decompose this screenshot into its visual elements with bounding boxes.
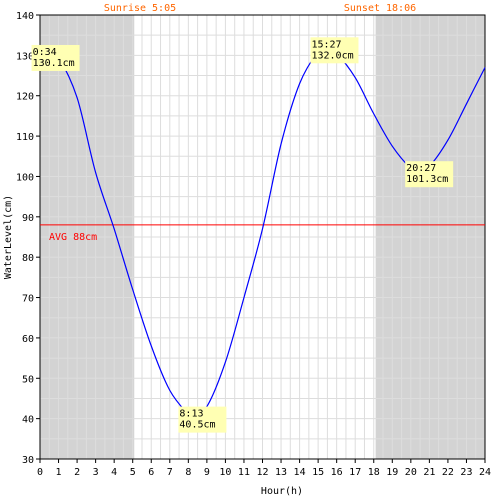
x-tick-label: 0 <box>37 467 43 478</box>
axis-layer: 0 1 2 3 4 5 6 7 8 9 10 11 12 13 14 15 16 17 18 19 20 21 22 23 24… <box>16 11 491 478</box>
x-tick-label: 19 <box>386 467 398 478</box>
x-tick-label: 20 <box>405 467 417 478</box>
x-tick-label: 9 <box>204 467 210 478</box>
x-tick-label: 11 <box>238 467 250 478</box>
y-axis-label: WaterLevel(cm) <box>3 195 14 279</box>
sunrise-label: Sunrise 5:05 <box>104 3 176 14</box>
x-tick-label: 3 <box>93 467 99 478</box>
x-tick-label: 22 <box>442 467 454 478</box>
y-tick-label: 140 <box>16 11 34 22</box>
x-tick-label: 5 <box>130 467 136 478</box>
average-layer: AVG 88cm <box>40 224 485 243</box>
sunset-label: Sunset 18:06 <box>344 3 416 14</box>
x-tick-label: 16 <box>331 467 343 478</box>
y-tick-label: 40 <box>22 415 34 426</box>
x-axis-label: Hour(h) <box>261 486 303 497</box>
x-tick-label: 2 <box>74 467 80 478</box>
y-tick-label: 50 <box>22 374 34 385</box>
x-tick-label: 21 <box>423 467 435 478</box>
y-tick-label: 120 <box>16 92 34 103</box>
x-tick-label: 4 <box>111 467 117 478</box>
annotation-box <box>178 406 227 433</box>
annotation-level: 132.0cm <box>311 50 353 61</box>
y-tick-label: 110 <box>16 132 34 143</box>
x-tick-label: 13 <box>275 467 287 478</box>
x-tick-label: 6 <box>148 467 154 478</box>
grid-layer <box>39 14 486 460</box>
x-tick-label: 23 <box>460 467 472 478</box>
x-tick-label: 7 <box>167 467 173 478</box>
y-tick-label: 60 <box>22 334 34 345</box>
annotation-box <box>310 37 359 64</box>
y-tick-label: 100 <box>16 172 34 183</box>
x-tick-label: 18 <box>368 467 380 478</box>
x-tick-label: 17 <box>349 467 361 478</box>
x-tick-label: 10 <box>219 467 231 478</box>
annotation-box <box>405 161 454 188</box>
x-tick-label: 1 <box>56 467 62 478</box>
y-tick-label: 70 <box>22 294 34 305</box>
annotation-time: 8:13 <box>179 409 203 420</box>
y-tick-label: 130 <box>16 51 34 62</box>
x-tick-label: 14 <box>294 467 306 478</box>
annotation-time: 15:27 <box>311 39 341 50</box>
x-tick-label: 15 <box>312 467 324 478</box>
average-label: AVG 88cm <box>49 232 97 243</box>
annotation-level: 130.1cm <box>33 58 75 69</box>
y-tick-label: 90 <box>22 213 34 224</box>
annotation-level: 101.3cm <box>406 174 448 185</box>
x-tick-label: 8 <box>185 467 191 478</box>
x-tick-label: 12 <box>256 467 268 478</box>
y-tick-label: 80 <box>22 253 34 264</box>
annotation-level: 40.5cm <box>179 420 215 431</box>
annotation-time: 20:27 <box>406 163 436 174</box>
y-tick-label: 30 <box>22 455 34 466</box>
annotation-time: 0:34 <box>33 47 57 58</box>
x-tick-label: 24 <box>479 467 491 478</box>
annotation-box <box>31 44 80 71</box>
